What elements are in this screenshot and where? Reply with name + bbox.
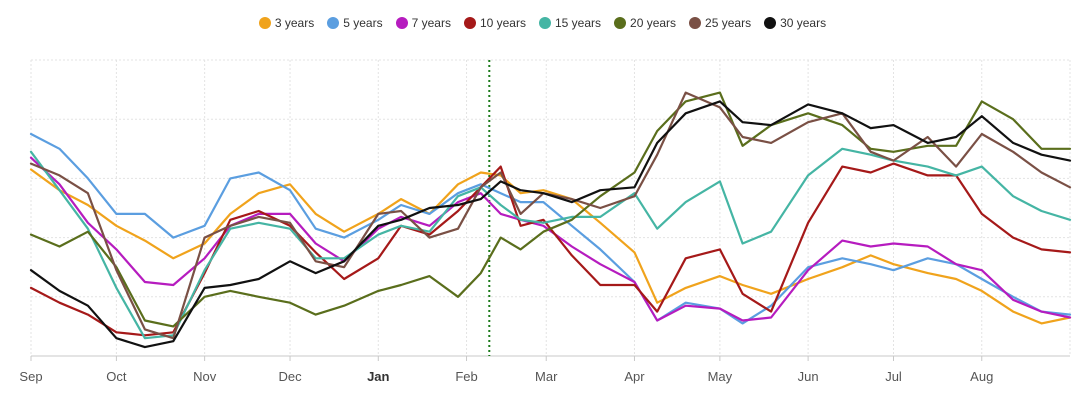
x-tick-label: Dec	[278, 369, 302, 384]
x-tick-label: Mar	[535, 369, 558, 384]
legend-item-15-years[interactable]: 15 years	[538, 16, 602, 30]
legend-swatch	[395, 17, 408, 29]
legend-item-25-years[interactable]: 25 years	[689, 16, 751, 30]
series-line-3-years	[29, 168, 1072, 325]
legend-item-20-years[interactable]: 20 years	[614, 16, 676, 30]
legend-swatch	[538, 17, 551, 29]
series-line-20-years	[29, 91, 1072, 328]
x-tick-label: Jan	[367, 369, 389, 384]
legend-label: 3 years	[274, 16, 315, 30]
legend-label: 20 years	[630, 16, 677, 30]
legend-label: 7 years	[411, 16, 451, 30]
x-tick-label: May	[708, 369, 733, 384]
series-line-25-years	[29, 91, 1072, 340]
legend-swatch	[327, 17, 340, 29]
legend-swatch	[764, 17, 777, 29]
legend-item-7-years[interactable]: 7 years	[395, 16, 451, 30]
legend: 3 years 5 years 7 years 10 years 15 years 20 …	[0, 16, 1085, 30]
x-tick-label: Nov	[193, 369, 217, 384]
x-tick-label: Jun	[798, 369, 819, 384]
legend-item-3-years[interactable]: 3 years	[258, 16, 315, 30]
x-tick-label: Jul	[885, 369, 902, 384]
legend-swatch	[614, 17, 627, 29]
x-tick-label: Aug	[970, 369, 993, 384]
x-tick-label: Oct	[106, 369, 127, 384]
x-tick-label: Sep	[19, 369, 42, 384]
legend-label: 15 years	[554, 16, 602, 30]
series-line-30-years	[29, 100, 1072, 349]
legend-item-5-years[interactable]: 5 years	[327, 16, 383, 30]
legend-label: 5 years	[343, 16, 383, 30]
legend-label: 10 years	[479, 16, 526, 30]
x-tick-label: Apr	[624, 369, 645, 384]
x-tick-label: Feb	[455, 369, 477, 384]
series-line-15-years	[29, 147, 1072, 340]
legend-swatch	[463, 17, 476, 29]
legend-label: 30 years	[780, 16, 827, 30]
legend-swatch	[258, 17, 271, 29]
legend-item-10-years[interactable]: 10 years	[463, 16, 526, 30]
legend-swatch	[689, 17, 702, 29]
legend-label: 25 years	[705, 16, 752, 30]
legend-item-30-years[interactable]: 30 years	[764, 16, 826, 30]
